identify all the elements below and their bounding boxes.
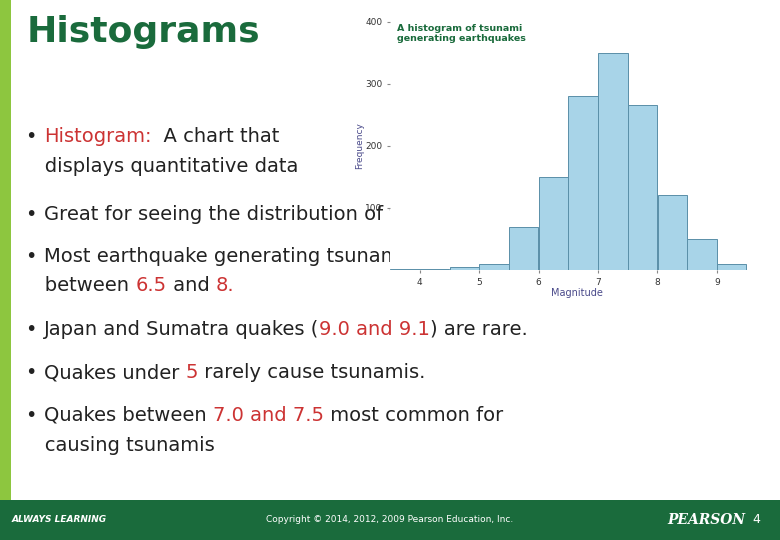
Text: displays quantitative data: displays quantitative data — [27, 157, 299, 177]
Text: •: • — [27, 363, 44, 382]
Text: most common for: most common for — [324, 406, 503, 424]
Text: 4: 4 — [753, 513, 760, 526]
Text: causing tsunamis: causing tsunamis — [27, 436, 215, 455]
Bar — [628, 105, 658, 270]
Text: 8.: 8. — [216, 276, 234, 295]
Text: Quakes under: Quakes under — [44, 363, 186, 382]
Text: ) are rare.: ) are rare. — [430, 320, 528, 339]
Text: PEARSON: PEARSON — [667, 513, 745, 526]
Text: and: and — [167, 276, 216, 295]
Bar — [539, 177, 568, 270]
Bar — [479, 264, 509, 270]
Bar — [509, 226, 538, 270]
Text: Histogram:: Histogram: — [44, 127, 151, 146]
Bar — [687, 239, 717, 270]
Bar — [390, 269, 420, 270]
Text: 9.0 and 9.1: 9.0 and 9.1 — [319, 320, 430, 339]
Bar — [717, 264, 746, 270]
Text: Histograms: Histograms — [27, 15, 260, 49]
Text: Great for seeing the distribution of the data: Great for seeing the distribution of the… — [44, 205, 471, 224]
Text: A chart that: A chart that — [151, 127, 280, 146]
Text: •: • — [27, 127, 44, 146]
Bar — [420, 269, 449, 270]
X-axis label: Magnitude: Magnitude — [551, 288, 603, 298]
Text: Most earthquake generating tsunamis have magnitudes: Most earthquake generating tsunamis have… — [44, 247, 590, 266]
Text: A histogram of tsunami
generating earthquakes: A histogram of tsunami generating earthq… — [398, 24, 526, 44]
Text: 6.5: 6.5 — [136, 276, 167, 295]
Text: •: • — [27, 205, 44, 224]
Bar — [658, 195, 687, 270]
Text: •: • — [27, 406, 44, 424]
Text: •: • — [27, 247, 44, 266]
Bar — [598, 52, 628, 270]
Text: 7.0 and 7.5: 7.0 and 7.5 — [213, 406, 324, 424]
Y-axis label: Frequency: Frequency — [355, 123, 363, 169]
Text: rarely cause tsunamis.: rarely cause tsunamis. — [198, 363, 425, 382]
Text: •: • — [27, 320, 44, 339]
Text: Japan and Sumatra quakes (: Japan and Sumatra quakes ( — [44, 320, 319, 339]
Bar — [449, 267, 479, 270]
Text: Quakes between: Quakes between — [44, 406, 213, 424]
Bar — [569, 96, 598, 270]
Text: between: between — [27, 276, 136, 295]
Text: Copyright © 2014, 2012, 2009 Pearson Education, Inc.: Copyright © 2014, 2012, 2009 Pearson Edu… — [267, 515, 513, 524]
Text: 5: 5 — [186, 363, 198, 382]
Text: ALWAYS LEARNING: ALWAYS LEARNING — [12, 515, 107, 524]
